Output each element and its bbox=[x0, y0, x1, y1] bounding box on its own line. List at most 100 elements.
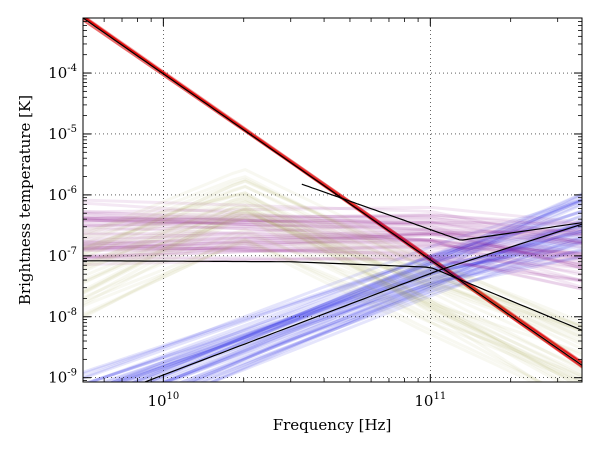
band-line-7-4 bbox=[83, 203, 582, 378]
band-line-7-6 bbox=[83, 238, 582, 378]
band-line-7-15 bbox=[83, 210, 582, 343]
axis-ticks: 1010 1011 10-9 10-8 10-7 10-6 10-5 10-4 bbox=[48, 17, 582, 410]
band-line-7-33 bbox=[83, 208, 582, 369]
band-line-4-28 bbox=[83, 216, 582, 268]
y-tick-label-4: 10-5 bbox=[48, 124, 77, 143]
band-line-7-26 bbox=[83, 207, 582, 336]
band-line-2-0 bbox=[198, 224, 582, 382]
band-line-7-2 bbox=[83, 207, 582, 382]
band-line-0-9 bbox=[85, 18, 582, 364]
band-line-2-35 bbox=[87, 210, 582, 382]
band-line-7-31 bbox=[83, 241, 537, 382]
band-line-4-34 bbox=[83, 213, 582, 228]
band-line-2-27 bbox=[208, 219, 582, 382]
grid-lines bbox=[83, 18, 582, 382]
band-line-0-4 bbox=[83, 18, 582, 364]
band-line-4-41 bbox=[83, 212, 582, 289]
band-line-4-35 bbox=[83, 232, 582, 250]
band-line-4-3 bbox=[83, 214, 582, 236]
mean-curve-3 bbox=[143, 223, 582, 382]
band-line-4-13 bbox=[83, 218, 582, 262]
band-line-7-3 bbox=[83, 167, 582, 329]
band-line-2-36 bbox=[168, 203, 582, 382]
band-line-2-7 bbox=[159, 222, 582, 382]
band-line-7-12 bbox=[83, 179, 582, 324]
band-line-4-0 bbox=[83, 230, 582, 251]
band-line-7-14 bbox=[83, 185, 582, 333]
band-line-2-12 bbox=[130, 199, 582, 382]
band-line-2-22 bbox=[178, 237, 582, 382]
band-line-7-23 bbox=[83, 237, 545, 382]
band-line-7-28 bbox=[83, 204, 563, 382]
band-line-4-9 bbox=[83, 218, 582, 259]
y-tick-label-1: 10-8 bbox=[48, 307, 77, 326]
band-line-7-29 bbox=[83, 177, 582, 339]
band-line-2-24 bbox=[87, 224, 582, 382]
band-line-2-26 bbox=[119, 209, 582, 382]
band-line-4-17 bbox=[83, 243, 582, 259]
mean-curve-6 bbox=[301, 183, 582, 241]
band-line-7-17 bbox=[83, 216, 544, 382]
band-line-4-14 bbox=[83, 232, 582, 246]
band-line-2-18 bbox=[146, 193, 582, 382]
band-line-7-32 bbox=[83, 227, 582, 382]
band-line-4-1 bbox=[83, 236, 582, 262]
band-line-7-1 bbox=[83, 213, 582, 375]
band-line-7-21 bbox=[83, 179, 582, 328]
band-line-2-42 bbox=[208, 239, 582, 382]
band-line-7-8 bbox=[83, 193, 542, 382]
band-line-4-11 bbox=[83, 217, 582, 283]
band-line-2-1 bbox=[101, 231, 582, 382]
band-line-4-25 bbox=[83, 257, 582, 283]
band-line-7-19 bbox=[83, 231, 582, 355]
band-line-4-39 bbox=[83, 217, 582, 245]
band-line-2-32 bbox=[83, 215, 582, 380]
band-line-2-29 bbox=[114, 236, 582, 382]
mean-curve-1 bbox=[83, 18, 582, 366]
band-line-7-9 bbox=[83, 216, 582, 380]
band-line-2-30 bbox=[136, 192, 582, 382]
band-line-2-15 bbox=[108, 229, 582, 382]
band-line-2-25 bbox=[130, 199, 582, 382]
band-line-2-41 bbox=[191, 193, 582, 382]
band-line-7-34 bbox=[83, 239, 582, 382]
band-line-4-27 bbox=[83, 212, 582, 244]
band-line-4-7 bbox=[83, 239, 582, 256]
band-line-4-12 bbox=[83, 225, 582, 277]
band-line-4-5 bbox=[83, 217, 582, 234]
x-tick-label-0: 1010 bbox=[147, 391, 179, 410]
band-line-4-31 bbox=[83, 228, 582, 261]
band-line-7-18 bbox=[83, 175, 582, 346]
plot-area bbox=[83, 18, 582, 382]
band-line-7-5 bbox=[83, 191, 575, 382]
band-line-2-9 bbox=[97, 241, 582, 382]
band-line-4-16 bbox=[83, 246, 582, 269]
band-line-4-36 bbox=[83, 228, 582, 247]
band-line-4-26 bbox=[83, 255, 582, 283]
band-line-4-2 bbox=[83, 254, 582, 270]
band-line-7-24 bbox=[83, 211, 582, 332]
band-line-2-40 bbox=[126, 209, 582, 382]
band-line-2-33 bbox=[207, 213, 582, 382]
band-line-7-10 bbox=[83, 215, 582, 333]
band-line-7-13 bbox=[83, 191, 582, 372]
x-axis-label: Frequency [Hz] bbox=[273, 416, 392, 434]
mean-curve-5 bbox=[83, 260, 582, 331]
band-line-4-33 bbox=[83, 248, 582, 275]
band-line-2-39 bbox=[108, 198, 582, 382]
band-line-2-20 bbox=[187, 247, 582, 382]
band-line-0-1 bbox=[83, 18, 582, 363]
band-line-2-37 bbox=[83, 223, 582, 374]
band-line-4-44 bbox=[83, 216, 582, 249]
band-line-4-40 bbox=[83, 245, 582, 282]
band-line-4-15 bbox=[83, 239, 582, 266]
x-tick-label-1: 1011 bbox=[414, 391, 446, 410]
y-axis-label: Brightness temperature [K] bbox=[16, 95, 34, 305]
y-tick-label-5: 10-4 bbox=[48, 63, 77, 82]
band-line-7-25 bbox=[83, 196, 575, 382]
band-line-2-8 bbox=[83, 224, 582, 376]
y-tick-label-0: 10-9 bbox=[48, 368, 77, 387]
band-line-2-4 bbox=[154, 227, 582, 382]
